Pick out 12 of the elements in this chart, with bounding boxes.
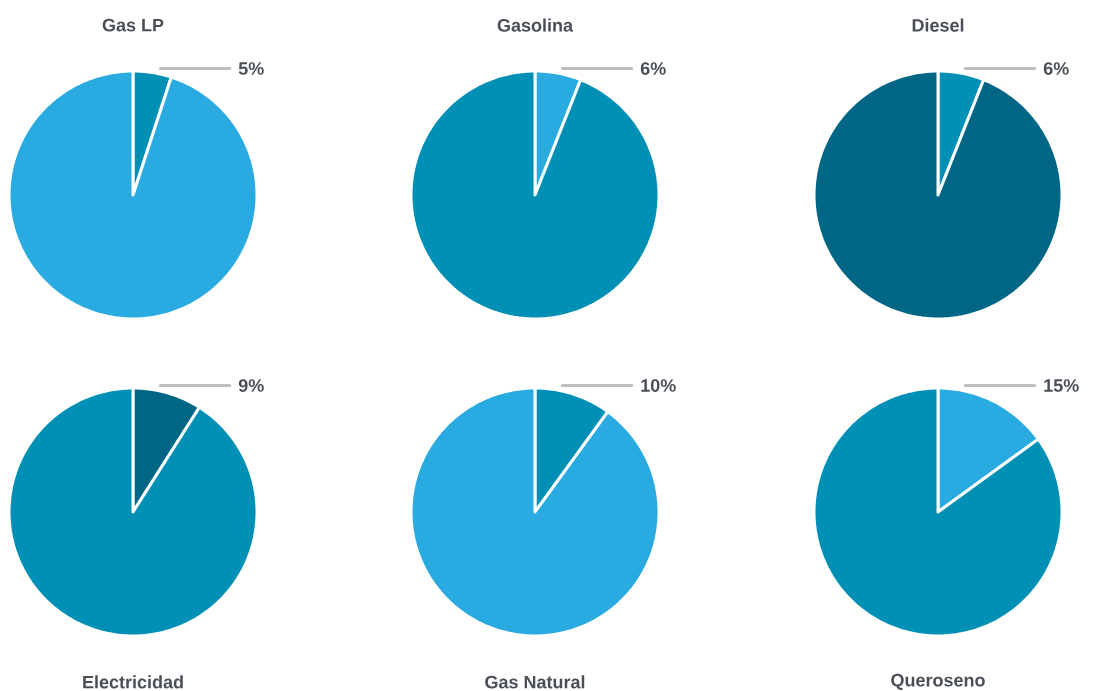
chart-title: Gasolina — [497, 18, 574, 32]
data-label: 6% — [1043, 62, 1069, 75]
data-label: 9% — [238, 379, 264, 392]
data-label: 5% — [238, 62, 264, 75]
data-label: 15% — [1044, 379, 1079, 392]
chart-title: Diesel — [912, 18, 964, 32]
text: Gas Natural — [485, 675, 585, 689]
data-label: 6% — [640, 62, 666, 75]
text: Electricidad — [83, 675, 183, 689]
data-label: 10% — [641, 379, 676, 392]
text: Queroseno — [891, 673, 985, 690]
chart-title: Gas LP — [102, 18, 164, 32]
